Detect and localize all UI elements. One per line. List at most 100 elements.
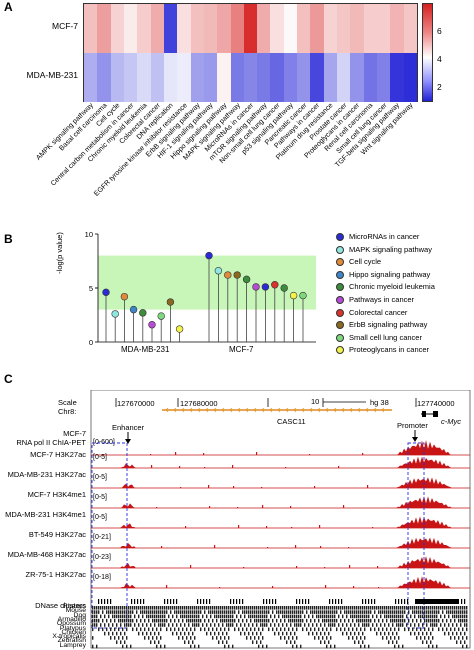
conservation-block — [362, 640, 364, 644]
conservation-block — [438, 627, 440, 632]
conservation-block — [438, 610, 440, 614]
conservation-block — [174, 606, 176, 610]
conservation-block — [134, 614, 136, 619]
conservation-block — [102, 606, 104, 610]
conservation-block — [240, 614, 242, 619]
conservation-block — [364, 636, 366, 640]
conservation-block — [290, 610, 292, 614]
conservation-block — [128, 606, 130, 610]
species-label: Zebrafish — [57, 637, 86, 645]
conservation-block — [114, 627, 116, 632]
dnase-cluster — [461, 599, 463, 604]
conservation-block — [130, 644, 132, 649]
legend-label: MAPK signaling pathway — [349, 244, 432, 254]
conservation-block — [294, 618, 296, 623]
conservation-block — [294, 631, 296, 636]
conservation-block — [186, 618, 188, 623]
conservation-block — [454, 610, 456, 614]
conservation-block — [460, 631, 462, 636]
conservation-block — [94, 618, 96, 623]
conservation-block — [294, 606, 296, 610]
conservation-block — [114, 610, 116, 614]
conservation-block — [358, 640, 360, 644]
conservation-block — [300, 623, 302, 627]
conservation-block — [228, 644, 230, 649]
conservation-block — [254, 614, 256, 619]
species-label: Lamprey — [59, 641, 86, 649]
conservation-block — [126, 627, 128, 632]
conservation-block — [312, 606, 314, 610]
heatmap-cell — [163, 4, 178, 53]
conservation-block — [250, 627, 252, 632]
conservation-block — [266, 623, 268, 627]
conservation-block — [454, 636, 456, 640]
lollipop-point — [271, 281, 279, 289]
conservation-block — [168, 614, 170, 619]
conservation-block — [458, 610, 460, 614]
conservation-block — [264, 614, 266, 619]
conservation-block — [230, 606, 232, 610]
conservation-block — [414, 610, 416, 614]
conservation-block — [186, 636, 188, 640]
track-noise — [314, 486, 316, 488]
conservation-block — [330, 623, 332, 627]
conservation-block — [214, 610, 216, 614]
conservation-block — [244, 610, 246, 614]
conservation-block — [284, 610, 286, 614]
conservation-block — [298, 606, 300, 610]
conservation-block — [268, 627, 270, 632]
conservation-block — [462, 627, 464, 632]
track-peak-enhancer — [120, 543, 136, 548]
conservation-block — [212, 636, 214, 640]
conservation-block — [448, 623, 450, 627]
lollipop-point — [289, 291, 298, 300]
conservation-block — [382, 636, 384, 640]
conservation-block — [116, 631, 118, 636]
conservation-block — [194, 623, 196, 627]
conservation-block — [360, 614, 362, 619]
conservation-block — [154, 640, 156, 644]
conservation-block — [324, 640, 326, 644]
conservation-block — [130, 610, 132, 614]
conservation-block — [158, 614, 160, 619]
gene-myc-exon — [422, 411, 426, 417]
conservation-block — [226, 623, 228, 627]
conservation-block — [140, 618, 142, 623]
conservation-block — [258, 636, 260, 640]
conservation-block — [188, 631, 190, 636]
conservation-block — [146, 606, 148, 610]
conservation-block — [162, 623, 164, 627]
promoter-box — [407, 442, 425, 629]
conservation-block — [182, 614, 184, 619]
conservation-block — [426, 606, 428, 610]
conservation-block — [396, 614, 398, 619]
conservation-block — [196, 610, 198, 614]
dnase-cluster — [200, 599, 202, 604]
conservation-block — [360, 610, 362, 614]
scale-value: 10 — [311, 397, 320, 406]
conservation-block — [136, 610, 138, 614]
promoter-label: Promoter — [397, 421, 428, 430]
conservation-block — [106, 627, 108, 632]
conservation-block — [284, 618, 286, 623]
conservation-block — [352, 614, 354, 619]
conservation-block — [332, 623, 334, 627]
conservation-block — [330, 627, 332, 632]
conservation-block — [466, 636, 468, 640]
track-noise — [285, 467, 287, 468]
conservation-block — [218, 631, 220, 636]
conservation-block — [448, 631, 450, 636]
conservation-block — [238, 627, 240, 632]
conservation-block — [188, 614, 190, 619]
conservation-block — [256, 640, 258, 644]
gene-strand-arrow — [381, 407, 385, 413]
conservation-block — [264, 623, 266, 627]
conservation-block — [386, 636, 388, 640]
conservation-block — [272, 618, 274, 623]
conservation-block — [374, 606, 376, 610]
conservation-block — [408, 610, 410, 614]
conservation-block — [298, 618, 300, 623]
conservation-block — [98, 627, 100, 632]
conservation-block — [218, 614, 220, 619]
conservation-block — [458, 618, 460, 623]
